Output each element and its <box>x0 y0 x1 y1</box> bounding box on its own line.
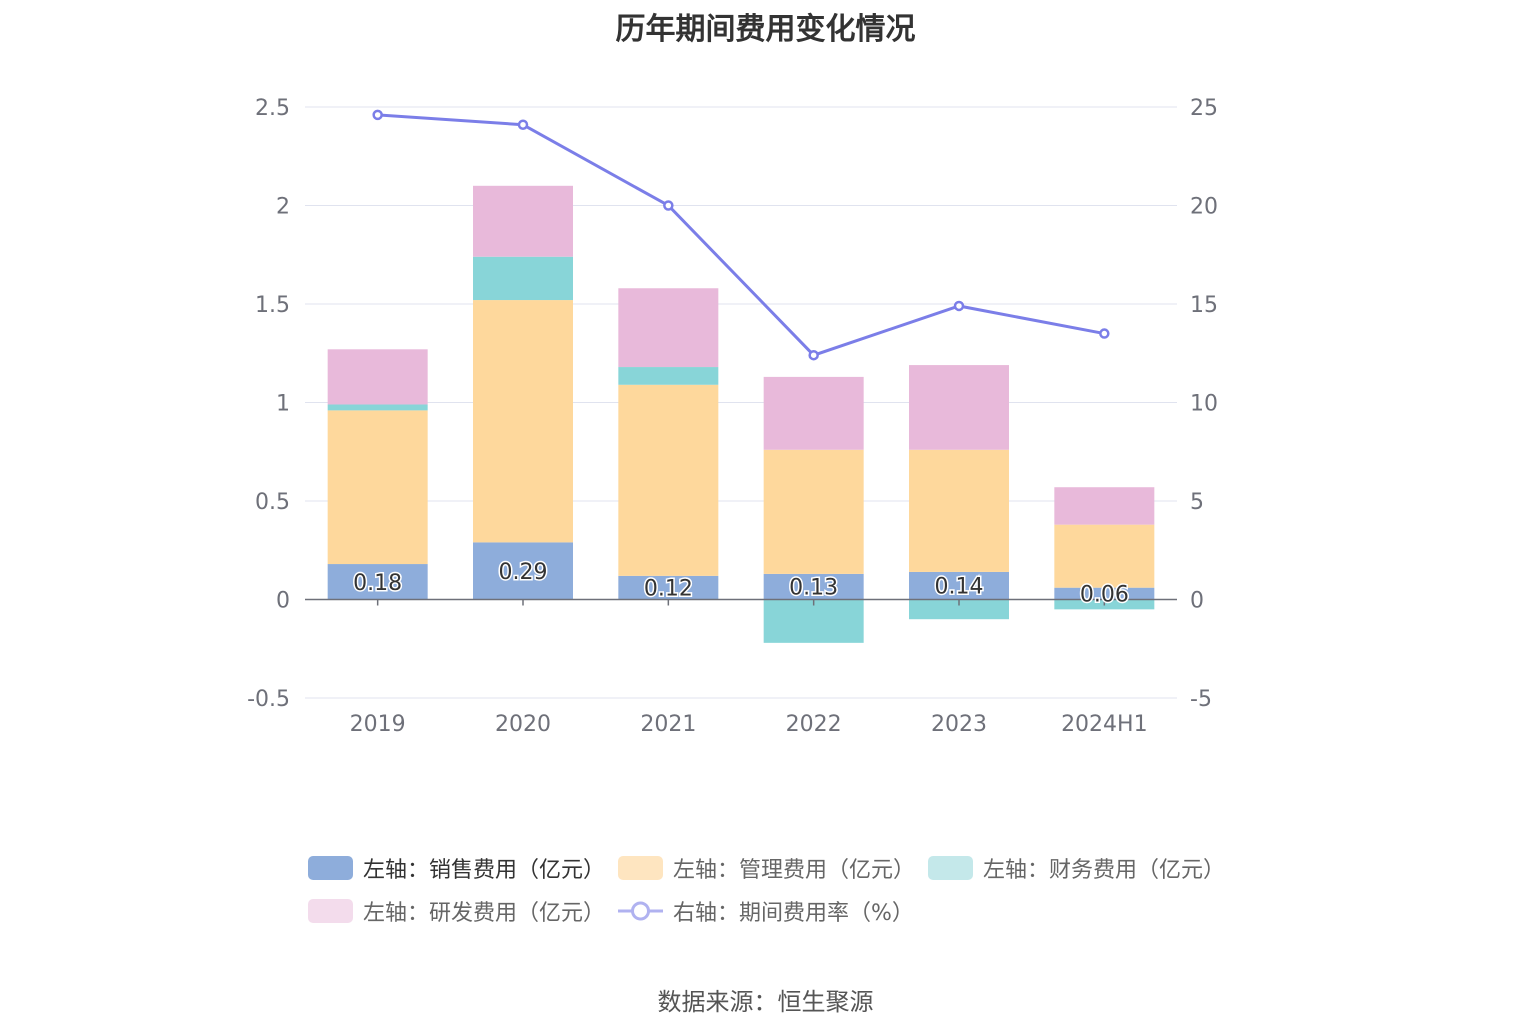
left-tick-label: 1 <box>276 392 290 417</box>
left-tick-label: 0 <box>276 589 290 614</box>
bar-segment <box>763 599 864 643</box>
legend-label-ratio: 右轴：期间费用率（%） <box>673 901 914 926</box>
x-tick-label: 2022 <box>786 712 842 737</box>
legend-item-rd[interactable]: 左轴：研发费用（亿元） <box>308 891 605 931</box>
ratio-line-series <box>372 109 1110 361</box>
x-axis-line <box>305 598 1177 606</box>
bar-data-label: 0.13 <box>789 576 838 601</box>
bar-segment <box>1054 524 1155 588</box>
bar-segment <box>618 367 719 385</box>
right-tick-label: 5 <box>1190 490 1204 515</box>
grid-lines <box>305 106 1177 699</box>
left-tick-label: 0.5 <box>255 490 290 515</box>
ratio-point <box>663 200 674 211</box>
bar-segment <box>1054 587 1155 600</box>
ratio-point <box>517 119 529 130</box>
x-tick-label: 2021 <box>640 712 696 737</box>
bar-series <box>327 185 1155 643</box>
right-tick-label: 20 <box>1190 195 1218 220</box>
ratio-point <box>953 300 965 312</box>
legend-swatch-sales <box>308 856 353 880</box>
x-tick-label: 2024H1 <box>1061 712 1148 737</box>
data-source: 数据来源：恒生聚源 <box>657 988 874 1016</box>
bar-segment <box>763 376 864 450</box>
bar-segment <box>618 384 719 576</box>
right-tick-label: -5 <box>1190 687 1212 712</box>
right-axis-ticks: 25 20 15 10 5 0 -5 <box>1190 96 1218 712</box>
bar-segment <box>327 410 428 565</box>
bar-segment <box>1054 487 1155 525</box>
bar-segment <box>473 542 573 600</box>
bar-segment <box>327 564 428 600</box>
left-tick-label: 1.5 <box>255 293 290 318</box>
right-tick-label: 15 <box>1190 293 1218 318</box>
bar-segment <box>327 404 428 411</box>
bar-segment <box>473 185 573 257</box>
left-tick-label: -0.5 <box>247 687 290 712</box>
legend-item-sales[interactable]: 左轴：销售费用（亿元） <box>308 848 605 888</box>
x-tick-label: 2019 <box>350 712 406 737</box>
bar-data-label: 0.06 <box>1080 583 1129 608</box>
bar-segment <box>763 449 864 574</box>
ratio-line <box>377 113 1105 357</box>
legend-swatch-rd <box>308 899 353 923</box>
bar-segment <box>909 599 1009 620</box>
bar-segment <box>327 349 428 405</box>
bar-data-labels: 0.18 0.29 0.12 0.13 0.14 0.06 <box>352 558 1131 609</box>
bar-data-label: 0.29 <box>499 560 548 585</box>
bar-segment <box>618 575 719 600</box>
chart-title: 历年期间费用变化情况 <box>615 12 916 47</box>
left-tick-label: 2.5 <box>255 96 290 121</box>
ratio-point <box>372 109 383 121</box>
bar-segment <box>909 449 1009 572</box>
bar-segment <box>763 573 864 600</box>
x-tick-label: 2023 <box>931 712 987 737</box>
right-tick-label: 10 <box>1190 392 1218 417</box>
bar-segment <box>473 300 573 543</box>
legend-label-sales: 左轴：销售费用（亿元） <box>363 858 606 883</box>
bar-data-label: 0.14 <box>935 575 984 600</box>
bar-segment <box>618 288 719 368</box>
bar-data-label: 0.18 <box>353 571 402 596</box>
bar-segment <box>909 365 1009 450</box>
bar-segment <box>909 571 1009 600</box>
legend-label-admin: 左轴：管理费用（亿元） <box>673 858 916 883</box>
legend-line-icon <box>618 901 663 921</box>
ratio-point <box>808 349 819 361</box>
right-tick-label: 25 <box>1190 96 1218 121</box>
right-tick-label: 0 <box>1190 589 1204 614</box>
legend-label-finance: 左轴：财务费用（亿元） <box>983 858 1226 883</box>
legend-swatch-finance <box>928 856 973 880</box>
left-tick-label: 2 <box>276 195 290 220</box>
x-axis-ticks: 2019 2020 2021 2022 2023 2024H1 <box>350 712 1148 737</box>
x-tick-label: 2020 <box>495 712 551 737</box>
legend-swatch-admin <box>618 856 663 880</box>
legend-item-ratio[interactable]: 右轴：期间费用率（%） <box>618 891 914 931</box>
bar-data-label: 0.12 <box>644 577 693 602</box>
legend-item-admin[interactable]: 左轴：管理费用（亿元） <box>618 848 915 888</box>
legend-item-finance[interactable]: 左轴：财务费用（亿元） <box>928 848 1225 888</box>
bar-segment <box>473 256 573 301</box>
legend-label-rd: 左轴：研发费用（亿元） <box>363 901 606 926</box>
left-axis-ticks: 2.5 2 1.5 1 0.5 0 -0.5 <box>247 96 290 712</box>
ratio-point <box>1099 328 1110 339</box>
